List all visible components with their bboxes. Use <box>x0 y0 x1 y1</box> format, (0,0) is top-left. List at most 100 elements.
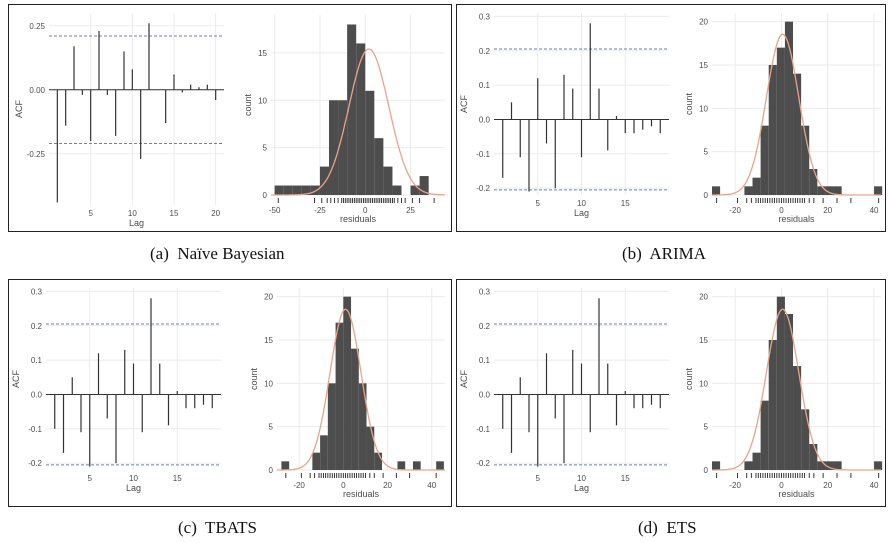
acf-xlabel: Lag <box>126 483 141 493</box>
hist-ytick-label: 15 <box>264 336 273 345</box>
acf-xtick-label: 5 <box>88 474 93 483</box>
hist-xtick-label: -20 <box>729 481 741 490</box>
acf-ytick-label: 0.0 <box>479 115 491 124</box>
acf-ytick-label: 0.1 <box>479 356 491 365</box>
hist-bar <box>760 125 769 195</box>
histogram-plot: 0 5 10 15 20 -20 0 20 40 residuals count <box>684 288 883 499</box>
hist-bar <box>365 90 375 195</box>
panel-c-svg: 0.3 0.2 0.1 0.0 -0.1 -0.2 5 10 15 Lag ACF 0 5 10 15 20 -… <box>11 287 445 499</box>
hist-bar <box>809 169 818 195</box>
hist-bar <box>768 340 777 470</box>
acf-ytick-label: 0.2 <box>479 322 491 331</box>
acf-ytick-label: 0.0 <box>31 390 43 399</box>
hist-bar <box>281 461 290 470</box>
hist-ylabel: count <box>684 92 694 115</box>
hist-ylabel: count <box>243 93 253 116</box>
hist-bar <box>301 185 311 195</box>
acf-xtick-label: 10 <box>129 474 138 483</box>
hist-bar <box>436 461 444 470</box>
acf-ytick-label: -0.2 <box>476 184 490 193</box>
panel-arima: 0.3 0.2 0.1 0.0 -0.1 -0.2 5 10 15 Lag ACF 0 5 10 15 20 -… <box>456 4 886 232</box>
acf-plot: 0.3 0.2 0.1 0.0 -0.1 -0.2 5 10 15 Lag ACF <box>459 12 669 218</box>
hist-ytick-label: 15 <box>699 61 708 70</box>
hist-bar <box>752 452 761 470</box>
hist-bar <box>874 186 883 195</box>
hist-bar <box>347 24 357 196</box>
hist-bar <box>383 166 393 195</box>
panel-b-svg: 0.3 0.2 0.1 0.0 -0.1 -0.2 5 10 15 Lag ACF 0 5 10 15 20 -… <box>459 12 883 224</box>
hist-bar <box>817 186 826 195</box>
acf-ytick-label: 0.2 <box>31 322 43 331</box>
acf-xlabel: Lag <box>574 483 589 493</box>
hist-xtick-label: -20 <box>293 481 305 490</box>
hist-bar <box>760 400 769 470</box>
hist-ytick-label: 0 <box>263 191 268 200</box>
acf-ytick-label: -0.1 <box>28 425 42 434</box>
hist-ytick-label: 20 <box>699 293 708 302</box>
hist-ytick-label: 5 <box>263 144 268 153</box>
hist-ylabel: count <box>249 367 259 390</box>
hist-xtick-label: 40 <box>427 481 436 490</box>
hist-ytick-label: 5 <box>704 148 709 157</box>
hist-bar <box>776 296 785 470</box>
hist-bar <box>825 461 834 470</box>
hist-xtick-label: -25 <box>314 206 326 215</box>
hist-bar <box>793 73 802 195</box>
hist-bar <box>768 65 777 195</box>
caption-arima: (b) ARIMA <box>622 244 707 263</box>
hist-bar <box>358 383 367 470</box>
hist-ytick-label: 15 <box>258 49 267 58</box>
acf-plot: 0.25 0.00 -0.25 5 10 15 20 Lag ACF <box>14 13 224 228</box>
hist-bar <box>356 43 366 195</box>
acf-ytick-label: 0.25 <box>29 22 45 31</box>
hist-bar <box>801 125 810 195</box>
acf-xlabel: Lag <box>574 208 589 218</box>
hist-xlabel: residuals <box>778 214 815 224</box>
acf-xtick-label: 15 <box>621 474 630 483</box>
hist-bar <box>374 138 384 195</box>
panel-tbats: 0.3 0.2 0.1 0.0 -0.1 -0.2 5 10 15 Lag ACF 0 5 10 15 20 -… <box>8 279 452 507</box>
hist-xtick-label: 0 <box>779 206 784 215</box>
acf-xtick-label: 15 <box>170 209 179 218</box>
acf-plot: 0.3 0.2 0.1 0.0 -0.1 -0.2 5 10 15 Lag ACF <box>459 287 669 493</box>
hist-bar <box>283 185 293 195</box>
hist-ytick-label: 10 <box>264 379 273 388</box>
acf-ylabel: ACF <box>459 369 469 388</box>
hist-bar <box>343 296 352 470</box>
histogram-plot: 0 5 10 15 20 -20 0 20 40 residuals count <box>684 13 883 224</box>
hist-xlabel: residuals <box>778 489 815 499</box>
hist-bar <box>744 186 753 195</box>
hist-ytick-label: 10 <box>699 379 708 388</box>
acf-ytick-label: 0.3 <box>31 287 43 296</box>
acf-ytick-label: 0.00 <box>29 86 45 95</box>
panel-naive-bayesian: 0.25 0.00 -0.25 5 10 15 20 Lag ACF 0 5 10 15 -50 -25 0 2… <box>8 4 452 232</box>
acf-ytick-label: 0.3 <box>479 12 491 21</box>
hist-xtick-label: 40 <box>870 206 879 215</box>
acf-xlabel: Lag <box>129 218 144 228</box>
hist-bar <box>366 426 375 470</box>
hist-xtick-label: 0 <box>341 481 346 490</box>
acf-ylabel: ACF <box>459 94 469 113</box>
normal-curve <box>277 308 445 471</box>
acf-xtick-label: 5 <box>536 474 541 483</box>
hist-bar <box>874 461 883 470</box>
normal-curve <box>712 33 881 196</box>
normal-curve <box>271 48 445 196</box>
hist-xlabel: residuals <box>340 214 377 224</box>
hist-ytick-label: 5 <box>704 423 709 432</box>
acf-xtick-label: 15 <box>173 474 182 483</box>
hist-bar <box>335 322 344 470</box>
hist-bar <box>744 461 753 470</box>
hist-bar <box>319 166 329 195</box>
acf-ytick-label: 0.0 <box>479 390 491 399</box>
hist-ytick-label: 10 <box>699 104 708 113</box>
hist-xtick-label: 20 <box>383 481 392 490</box>
hist-ytick-label: 0 <box>704 466 709 475</box>
hist-bar <box>338 100 348 195</box>
hist-xtick-label: 0 <box>363 206 368 215</box>
acf-xtick-label: 10 <box>577 199 586 208</box>
hist-ytick-label: 0 <box>269 466 274 475</box>
acf-ytick-label: -0.1 <box>476 425 490 434</box>
acf-xtick-label: 5 <box>536 199 541 208</box>
caption-ets: (d) ETS <box>638 518 697 537</box>
